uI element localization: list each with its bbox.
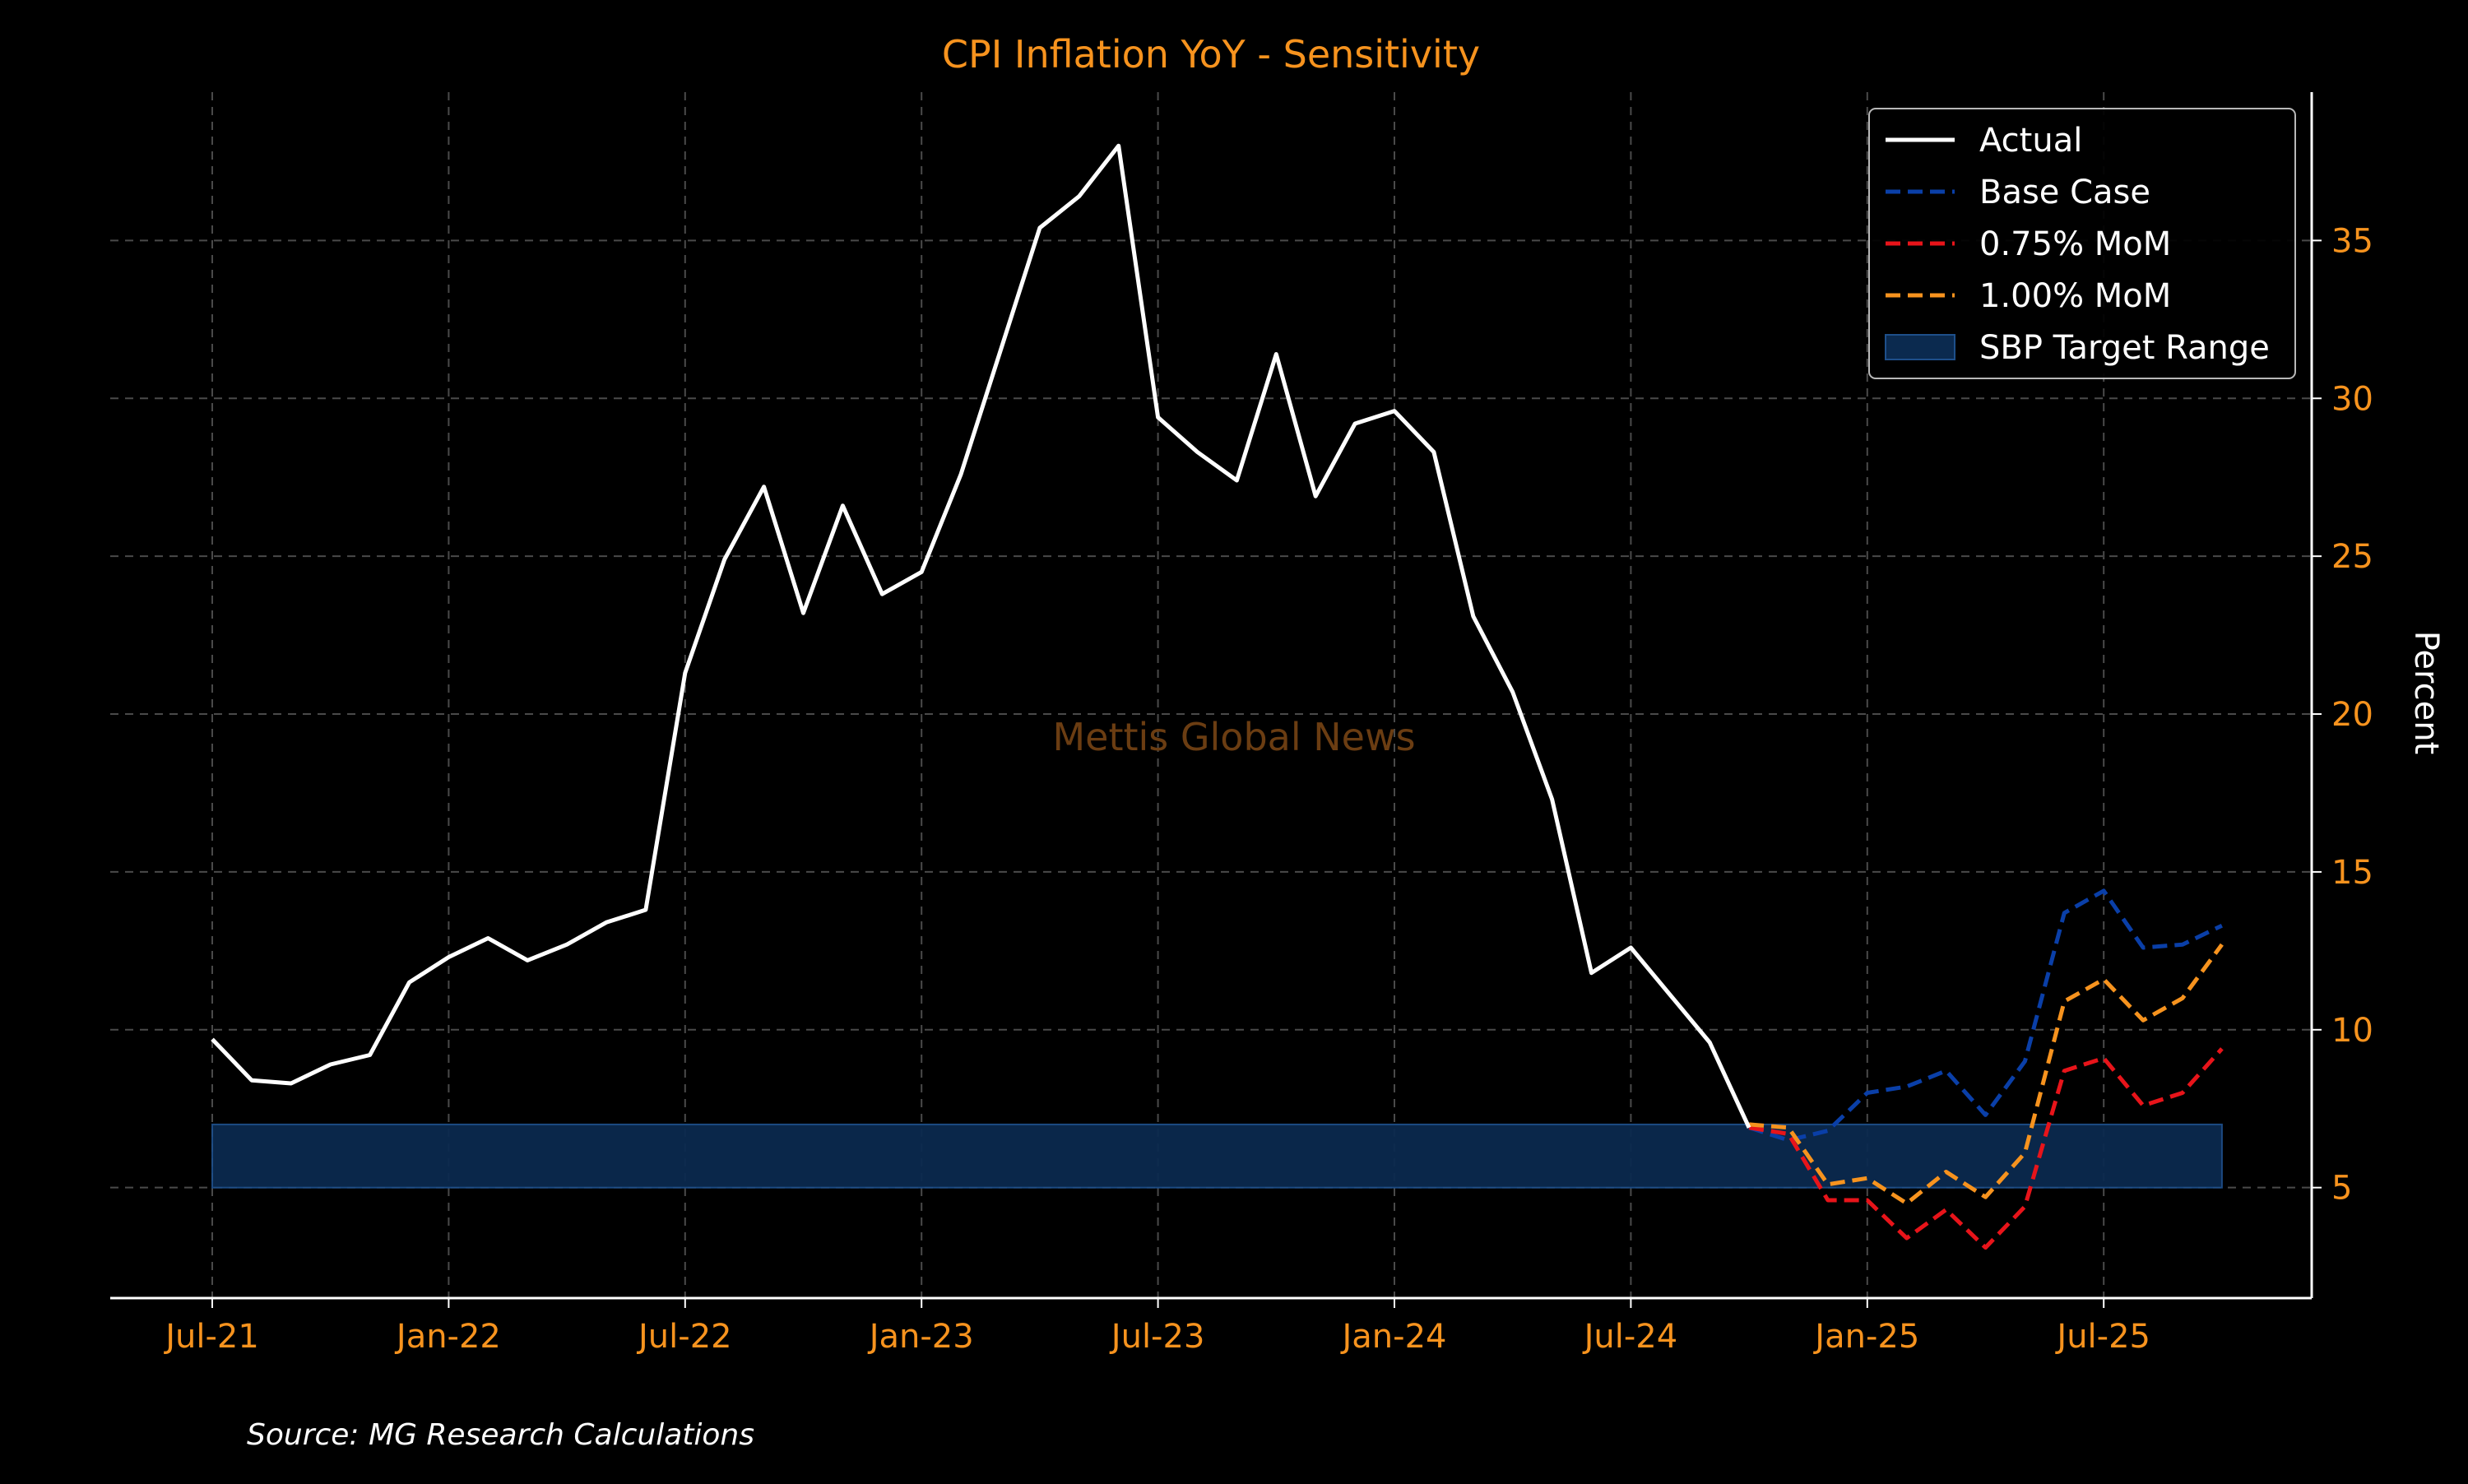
axes bbox=[110, 92, 2313, 1300]
series-line-0-75-mom bbox=[1748, 1047, 2224, 1250]
target-range-band bbox=[211, 1123, 2223, 1189]
series-line-base-case bbox=[1748, 888, 2223, 1143]
legend-label: 1.00% MoM bbox=[1979, 277, 2171, 315]
legend-box bbox=[1868, 108, 2296, 379]
x-tick-label: Jul-22 bbox=[636, 1318, 732, 1356]
x-tick-label: Jan-22 bbox=[394, 1318, 501, 1356]
y-tick-label: 20 bbox=[2331, 696, 2373, 734]
y-tick-label: 35 bbox=[2331, 222, 2373, 260]
x-tick-label: Jul-21 bbox=[163, 1318, 259, 1356]
legend-label: Base Case bbox=[1979, 174, 2150, 211]
x-tick-label: Jan-25 bbox=[1812, 1318, 1919, 1356]
source-note: Source: MG Research Calculations bbox=[247, 1418, 754, 1452]
target-band-layer bbox=[211, 1123, 2223, 1189]
y-tick-label: 25 bbox=[2331, 538, 2373, 576]
series-layer bbox=[211, 143, 2224, 1250]
x-axis-ticks: Jul-21 Jan-22 Jul-22 Jan-23 Jul-23 Jan-24 Jul-… bbox=[163, 1298, 2150, 1356]
x-tick-label: Jul-24 bbox=[1582, 1318, 1678, 1356]
series-line-actual bbox=[211, 143, 1751, 1129]
chart-title: CPI Inflation YoY - Sensitivity bbox=[942, 32, 1480, 77]
x-tick-label: Jan-23 bbox=[867, 1318, 974, 1356]
watermark: Mettis Global News bbox=[1052, 715, 1415, 759]
y-tick-label: 15 bbox=[2331, 854, 2373, 892]
y-axis-label: Percent bbox=[2407, 631, 2445, 755]
x-tick-label: Jul-23 bbox=[1109, 1318, 1205, 1356]
legend-label: 0.75% MoM bbox=[1979, 225, 2171, 263]
legend-swatch bbox=[1885, 334, 1955, 360]
y-axis-ticks: 5 10 15 20 25 30 35 bbox=[2312, 222, 2373, 1208]
legend-label: Actual bbox=[1979, 122, 2082, 160]
x-tick-label: Jan-24 bbox=[1340, 1318, 1447, 1356]
y-tick-label: 30 bbox=[2331, 380, 2373, 418]
series-line-1-00-mom bbox=[1748, 943, 2224, 1206]
legend: Actual Base Case 0.75% MoM 1.00% MoM SBP Tar… bbox=[1868, 108, 2296, 379]
x-tick-label: Jul-25 bbox=[2054, 1318, 2150, 1356]
y-tick-label: 10 bbox=[2331, 1012, 2373, 1050]
y-tick-label: 5 bbox=[2331, 1170, 2352, 1208]
legend-label: SBP Target Range bbox=[1979, 329, 2270, 367]
